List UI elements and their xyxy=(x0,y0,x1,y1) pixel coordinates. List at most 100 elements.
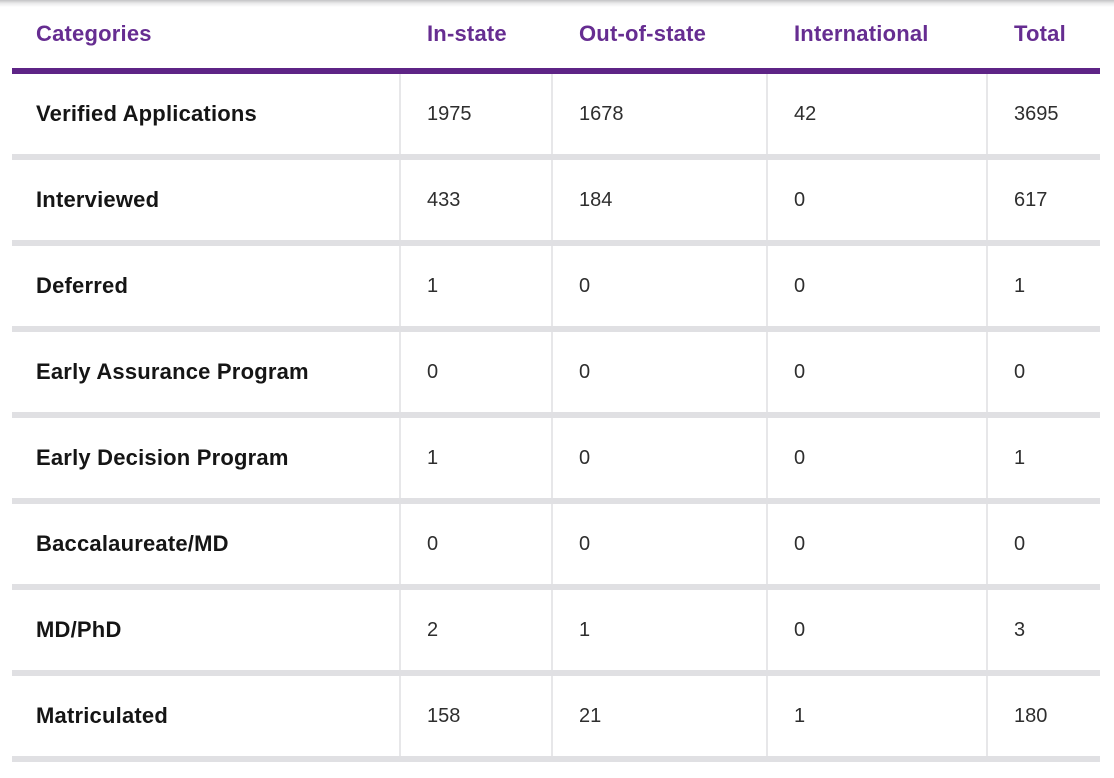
row-label-cell: Baccalaureate/MD xyxy=(12,504,401,584)
row-label-cell: Verified Applications xyxy=(12,74,401,154)
row-label: MD/PhD xyxy=(36,617,122,642)
cell-value: 0 xyxy=(794,274,806,297)
cell-value: 42 xyxy=(794,102,817,125)
cell-value: 1 xyxy=(427,274,439,297)
cell-out-of-state: 1678 xyxy=(553,74,768,154)
column-header-out-of-state: Out-of-state xyxy=(579,21,707,46)
cell-value: 0 xyxy=(579,360,591,383)
cell-total: 617 xyxy=(988,160,1100,240)
cell-value: 1 xyxy=(794,704,806,727)
header-rule xyxy=(12,68,1100,74)
cell-value: 1 xyxy=(579,618,591,641)
cell-international: 0 xyxy=(768,418,988,498)
cell-value: 1 xyxy=(1014,446,1026,469)
table-row-matriculated: Matriculated 158 21 1 180 xyxy=(12,676,1100,756)
row-divider xyxy=(12,240,1100,246)
cell-out-of-state: 0 xyxy=(553,504,768,584)
cell-value: 1975 xyxy=(427,102,472,125)
cell-international: 0 xyxy=(768,332,988,412)
cell-in-state: 0 xyxy=(401,504,553,584)
row-divider xyxy=(12,498,1100,504)
column-header-international: International xyxy=(794,21,929,46)
cell-in-state: 1 xyxy=(401,418,553,498)
table-row-md-phd: MD/PhD 2 1 0 3 xyxy=(12,590,1100,670)
cell-value: 21 xyxy=(579,704,602,727)
row-label: Early Assurance Program xyxy=(36,359,309,384)
cell-total: 180 xyxy=(988,676,1100,756)
cell-value: 0 xyxy=(794,446,806,469)
row-label-cell: Deferred xyxy=(12,246,401,326)
admissions-table: Categories In-state Out-of-state Interna… xyxy=(12,0,1100,762)
table-row-early-decision-program: Early Decision Program 1 0 0 1 xyxy=(12,418,1100,498)
cell-value: 0 xyxy=(794,360,806,383)
row-divider xyxy=(12,154,1100,160)
cell-value: 0 xyxy=(579,274,591,297)
column-header-total: Total xyxy=(1014,21,1066,46)
cell-international: 0 xyxy=(768,504,988,584)
cell-value: 158 xyxy=(427,704,461,727)
row-label-cell: Matriculated xyxy=(12,676,401,756)
cell-out-of-state: 0 xyxy=(553,246,768,326)
cell-international: 0 xyxy=(768,160,988,240)
column-header-categories: Categories xyxy=(36,21,152,46)
cell-out-of-state: 184 xyxy=(553,160,768,240)
row-label-cell: MD/PhD xyxy=(12,590,401,670)
cell-out-of-state: 0 xyxy=(553,332,768,412)
row-label-cell: Early Assurance Program xyxy=(12,332,401,412)
cell-value: 0 xyxy=(427,532,439,555)
cell-international: 0 xyxy=(768,246,988,326)
cell-in-state: 433 xyxy=(401,160,553,240)
cell-value: 2 xyxy=(427,618,439,641)
row-divider xyxy=(12,756,1100,762)
table-row-baccalaureate-md: Baccalaureate/MD 0 0 0 0 xyxy=(12,504,1100,584)
row-divider xyxy=(12,326,1100,332)
cell-international: 1 xyxy=(768,676,988,756)
cell-value: 3695 xyxy=(1014,102,1059,125)
cell-value: 617 xyxy=(1014,188,1048,211)
table-header-row: Categories In-state Out-of-state Interna… xyxy=(12,0,1100,68)
row-label: Verified Applications xyxy=(36,101,257,126)
row-label: Baccalaureate/MD xyxy=(36,531,229,556)
cell-value: 1 xyxy=(427,446,439,469)
row-divider xyxy=(12,584,1100,590)
cell-value: 0 xyxy=(1014,360,1026,383)
cell-in-state: 158 xyxy=(401,676,553,756)
cell-total: 3695 xyxy=(988,74,1100,154)
cell-value: 0 xyxy=(579,532,591,555)
cell-out-of-state: 1 xyxy=(553,590,768,670)
cell-value: 0 xyxy=(579,446,591,469)
row-label: Interviewed xyxy=(36,187,160,212)
cell-value: 0 xyxy=(1014,532,1026,555)
cell-international: 42 xyxy=(768,74,988,154)
table-row-interviewed: Interviewed 433 184 0 617 xyxy=(12,160,1100,240)
cell-in-state: 2 xyxy=(401,590,553,670)
cell-value: 433 xyxy=(427,188,461,211)
cell-value: 0 xyxy=(794,618,806,641)
cell-international: 0 xyxy=(768,590,988,670)
cell-in-state: 0 xyxy=(401,332,553,412)
cell-value: 184 xyxy=(579,188,613,211)
cell-total: 1 xyxy=(988,418,1100,498)
cell-total: 0 xyxy=(988,332,1100,412)
cell-value: 3 xyxy=(1014,618,1026,641)
row-label: Matriculated xyxy=(36,703,168,728)
table-row-verified-applications: Verified Applications 1975 1678 42 3695 xyxy=(12,74,1100,154)
cell-total: 1 xyxy=(988,246,1100,326)
cell-total: 3 xyxy=(988,590,1100,670)
cell-value: 0 xyxy=(794,188,806,211)
cell-value: 1678 xyxy=(579,102,624,125)
cell-out-of-state: 21 xyxy=(553,676,768,756)
table-row-early-assurance-program: Early Assurance Program 0 0 0 0 xyxy=(12,332,1100,412)
row-label-cell: Early Decision Program xyxy=(12,418,401,498)
row-divider xyxy=(12,412,1100,418)
cell-in-state: 1 xyxy=(401,246,553,326)
table-row-deferred: Deferred 1 0 0 1 xyxy=(12,246,1100,326)
cell-out-of-state: 0 xyxy=(553,418,768,498)
cell-in-state: 1975 xyxy=(401,74,553,154)
cell-value: 1 xyxy=(1014,274,1026,297)
cell-value: 0 xyxy=(794,532,806,555)
cell-value: 0 xyxy=(427,360,439,383)
row-label: Early Decision Program xyxy=(36,445,289,470)
row-label: Deferred xyxy=(36,273,129,298)
cell-total: 0 xyxy=(988,504,1100,584)
